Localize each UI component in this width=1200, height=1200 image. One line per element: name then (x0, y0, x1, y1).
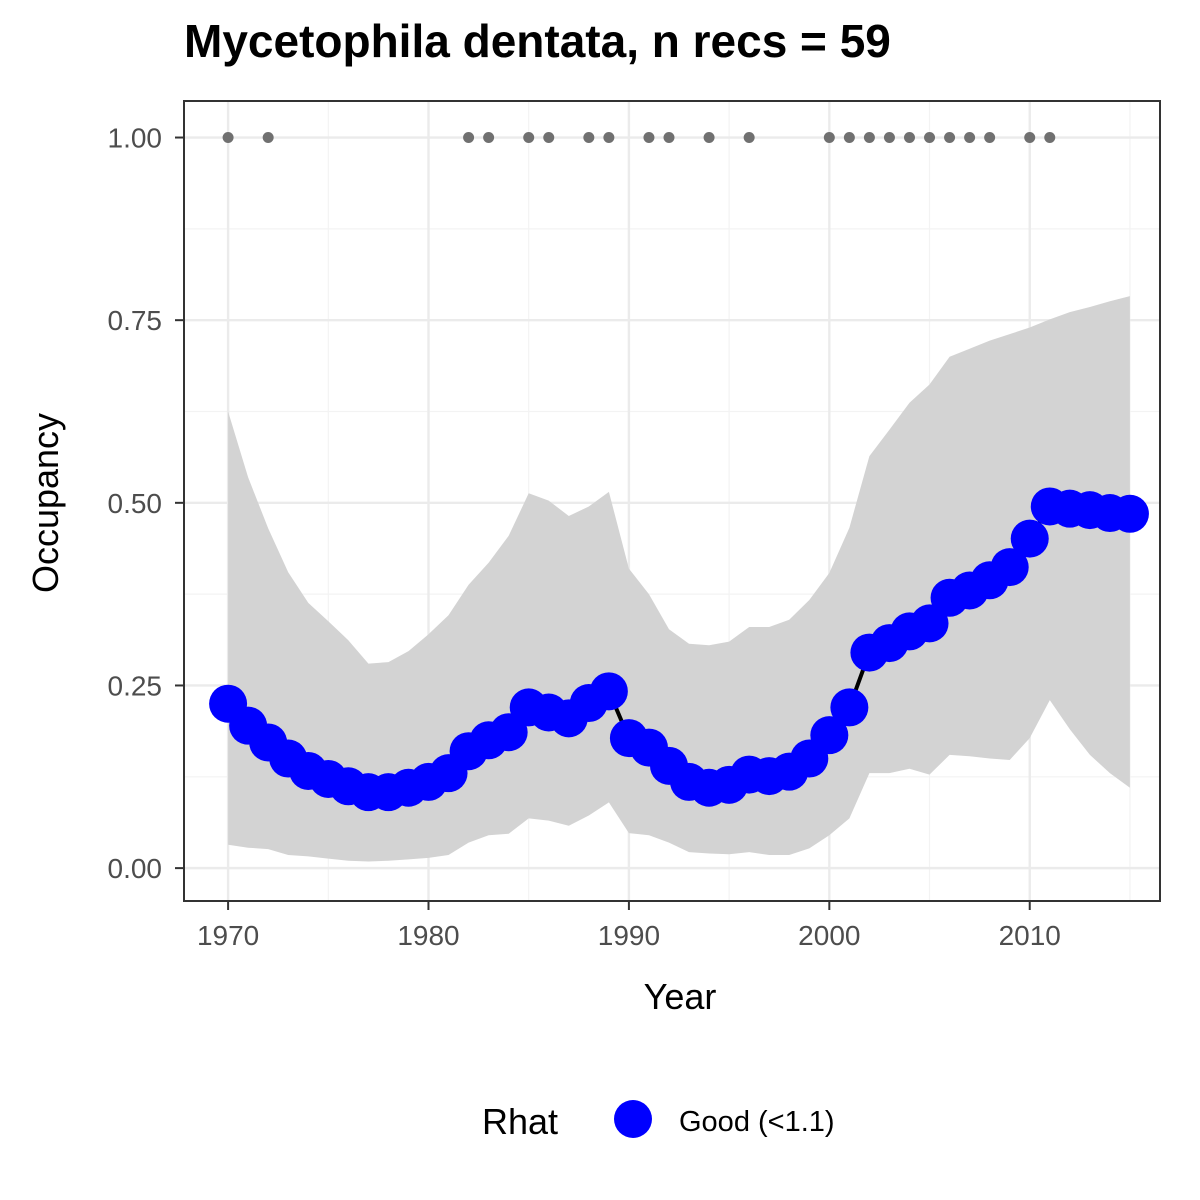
record-year-dot (1044, 132, 1056, 144)
y-tick-label: 0.50 (108, 488, 163, 519)
chart-title: Mycetophila dentata, n recs = 59 (184, 15, 891, 67)
record-year-dot (663, 132, 675, 144)
record-year-dot (863, 132, 875, 144)
y-tick-label: 1.00 (108, 123, 163, 154)
x-axis-title: Year (644, 976, 717, 1017)
record-year-dot (924, 132, 936, 144)
y-tick-label: 0.75 (108, 305, 163, 336)
record-year-dot (984, 132, 996, 144)
record-year-dot (643, 132, 655, 144)
panel-border (183, 100, 1161, 902)
occupancy-point (1010, 519, 1049, 558)
x-tick-label: 1990 (598, 920, 660, 951)
legend-label-good: Good (<1.1) (679, 1106, 835, 1138)
record-year-dot (463, 132, 475, 144)
record-year-dot (523, 132, 535, 144)
occupancy-point (910, 604, 949, 643)
record-year-dot (483, 132, 495, 144)
x-tick-label: 1970 (197, 920, 259, 951)
occupancy-point (810, 716, 849, 755)
x-tick-label: 1980 (397, 920, 459, 951)
record-year-dot (603, 132, 615, 144)
occupancy-point (990, 548, 1029, 587)
y-tick-label: 0.00 (108, 853, 163, 884)
x-tick-label: 2010 (999, 920, 1061, 951)
occupancy-point (1110, 494, 1149, 533)
record-year-dot (944, 132, 956, 144)
legend: Rhat Good (<1.1) (482, 1100, 835, 1142)
record-year-dot (703, 132, 715, 144)
record-year-dot (262, 132, 274, 144)
record-year-dot (583, 132, 595, 144)
y-axis-title: Occupancy (25, 413, 66, 593)
legend-key-good (614, 1100, 652, 1138)
legend-title: Rhat (482, 1101, 558, 1142)
confidence-ribbon (228, 296, 1130, 862)
x-tick-label: 2000 (798, 920, 860, 951)
record-year-dot (823, 132, 835, 144)
y-tick-label: 0.25 (108, 670, 163, 701)
record-year-dot (903, 132, 915, 144)
record-year-dot (964, 132, 976, 144)
record-year-dot (222, 132, 234, 144)
record-year-dot (843, 132, 855, 144)
record-year-dot (883, 132, 895, 144)
occupancy-point (589, 672, 628, 711)
record-year-dot (543, 132, 555, 144)
occupancy-point (830, 688, 869, 727)
record-year-dot (1024, 132, 1036, 144)
record-year-dot (743, 132, 755, 144)
